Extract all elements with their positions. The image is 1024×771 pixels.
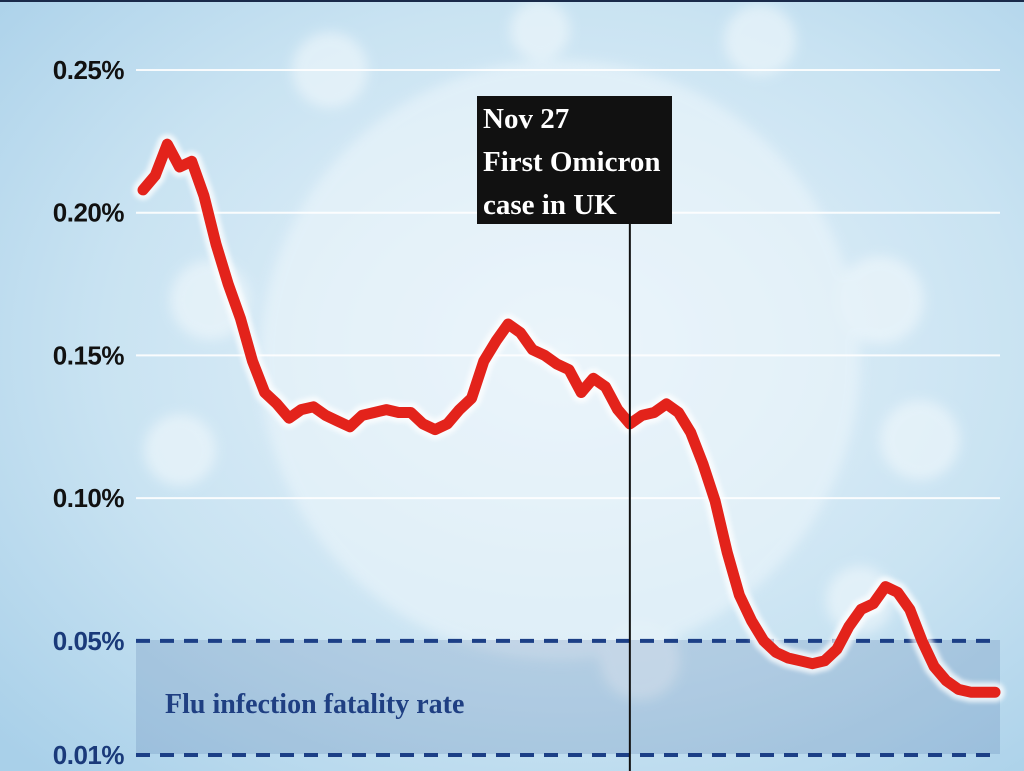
flu-fatality-label: Flu infection fatality rate — [165, 689, 464, 720]
series-group — [133, 134, 1005, 703]
omicron-label-line-2: First Omicron — [483, 146, 660, 178]
flu-fatality-band — [136, 640, 1000, 754]
y-tick-label: 0.05% — [53, 626, 125, 656]
y-axis-ticks: 0.25% 0.20% 0.15% 0.10% 0.05% 0.01% — [53, 55, 125, 770]
y-tick-label: 0.10% — [53, 483, 125, 513]
omicron-label-box — [477, 96, 672, 224]
y-tick-label: 0.01% — [53, 740, 125, 770]
gridlines — [136, 69, 1000, 757]
y-tick-label: 0.15% — [53, 340, 125, 370]
y-tick-label: 0.25% — [53, 55, 125, 85]
flu-rate-annotation: Flu infection fatality rate — [165, 689, 464, 720]
top-border — [0, 0, 1024, 2]
y-tick-label: 0.20% — [53, 198, 125, 228]
fatality-rate-line — [137, 138, 1001, 698]
omicron-label-line-1: Nov 27 — [483, 103, 569, 135]
omicron-annotation: Nov 27 First Omicron case in UK — [477, 96, 672, 771]
omicron-label-line-3: case in UK — [483, 189, 617, 221]
